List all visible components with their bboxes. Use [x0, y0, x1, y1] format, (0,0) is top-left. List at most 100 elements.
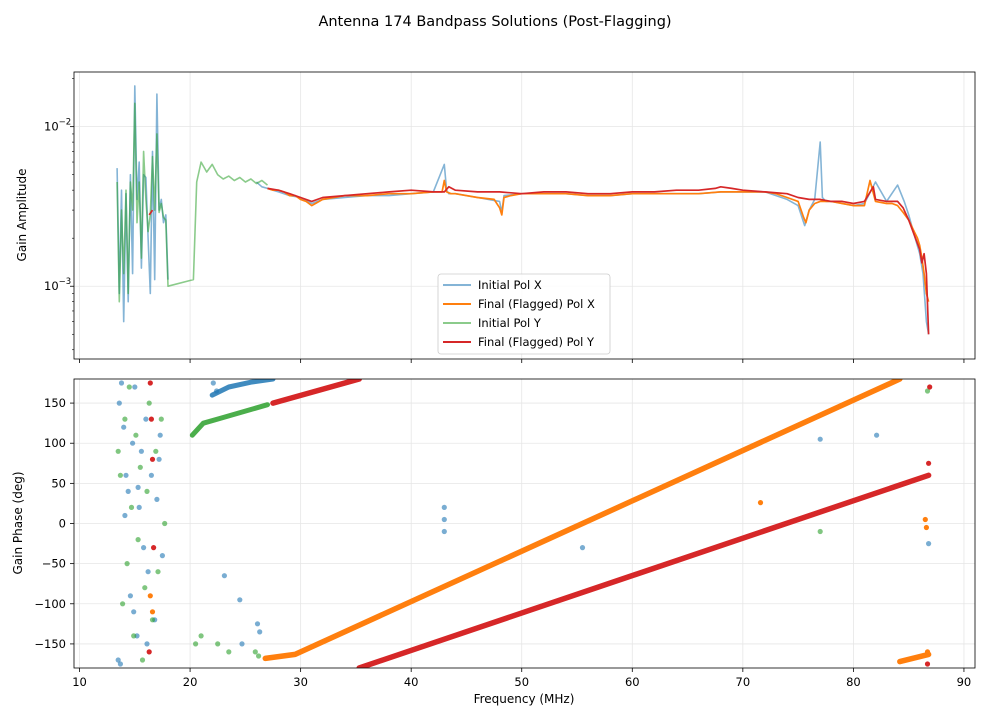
amplitude-line-final-y: [148, 185, 930, 335]
phase-point-initial-x: [141, 545, 147, 551]
phase-point-initial-y: [135, 537, 141, 543]
phase-point-initial-x: [115, 657, 121, 663]
phase-ytick-label: 100: [44, 436, 66, 450]
phase-point-final-y: [151, 545, 157, 551]
phase-point-initial-x: [125, 488, 131, 494]
phase-point-initial-y: [128, 504, 135, 510]
phase-point-initial-x: [144, 641, 150, 647]
phase-ylabel: Gain Phase (deg): [11, 471, 25, 574]
xtick-label-60: 60: [625, 675, 640, 689]
phase-point-initial-y: [117, 472, 123, 478]
phase-ytick-label: −150: [34, 637, 66, 651]
phase-point-final-y: [149, 456, 156, 462]
xtick-label-30: 30: [293, 675, 308, 689]
amplitude-series: [116, 85, 930, 335]
phase-point-final-y: [924, 661, 931, 667]
phase-point-initial-y: [133, 432, 139, 438]
phase-point-initial-x: [237, 597, 243, 603]
legend: Initial Pol X Final (Flagged) Pol X Init…: [437, 273, 611, 355]
phase-point-initial-y: [139, 657, 146, 663]
phase-ramp-initial-y: [189, 402, 270, 438]
phase-point-initial-x: [817, 436, 823, 442]
phase-point-initial-y: [158, 416, 164, 422]
phase-ytick-label: 0: [59, 517, 66, 531]
phase-point-final-x: [757, 500, 764, 506]
phase-point-final-y: [147, 380, 153, 386]
phase-point-initial-y: [153, 448, 159, 454]
phase-point-initial-y: [256, 653, 262, 659]
phase-gridlines: [74, 379, 975, 668]
amplitude-line-initial-y: [116, 102, 269, 303]
phase-point-initial-y: [252, 649, 258, 655]
phase-point-initial-x: [143, 416, 149, 422]
phase-point-initial-x: [117, 661, 123, 667]
xtick-label-10: 10: [72, 675, 87, 689]
phase-point-initial-y: [155, 569, 161, 575]
phase-point-initial-x: [135, 484, 141, 490]
phase-ytick-label: −50: [42, 557, 66, 571]
x-axis-ticks: 10 20 30 40 50 60 70 80 90: [72, 359, 971, 689]
phase-point-initial-x: [441, 504, 447, 510]
phase-point-initial-x: [154, 496, 160, 502]
phase-point-initial-x: [210, 380, 216, 386]
phase-ramp-final-x: [897, 651, 932, 665]
phase-point-initial-y: [198, 633, 204, 639]
amplitude-axes-frame: [73, 71, 976, 360]
phase-point-final-y: [926, 460, 932, 466]
legend-label-initial-pol-y: Initial Pol Y: [478, 316, 542, 330]
phase-ytick-label: −100: [34, 597, 66, 611]
phase-point-final-x: [149, 609, 156, 615]
phase-point-initial-y: [144, 488, 150, 494]
amplitude-ytick-label: 10−2: [44, 118, 71, 134]
phase-point-initial-x: [156, 456, 162, 462]
phase-point-initial-x: [926, 541, 932, 547]
xtick-label-20: 20: [183, 675, 198, 689]
phase-ramp-final-x: [262, 379, 903, 662]
phase-point-initial-x: [221, 573, 227, 579]
amplitude-ticks: 10−3 10−2: [44, 78, 74, 351]
phase-point-initial-x: [214, 388, 220, 394]
phase-point-initial-x: [579, 545, 586, 551]
phase-point-initial-x: [257, 629, 263, 635]
legend-box: [437, 273, 611, 355]
amplitude-panel: 10−3 10−2 Gain Amplitude Initial Pol X Fi…: [15, 71, 976, 360]
phase-point-initial-y: [162, 520, 168, 527]
phase-point-initial-x: [118, 380, 125, 386]
legend-label-final-pol-y: Final (Flagged) Pol Y: [478, 335, 595, 349]
phase-ytick-label: 150: [44, 396, 66, 410]
phase-point-initial-x: [127, 593, 133, 599]
phase-point-final-x: [924, 649, 931, 655]
xtick-label-90: 90: [957, 675, 972, 689]
phase-point-initial-x: [145, 569, 151, 575]
phase-point-initial-x: [239, 641, 245, 647]
phase-point-initial-x: [441, 516, 447, 523]
phase-point-final-x: [923, 524, 930, 531]
phase-point-initial-y: [120, 601, 126, 607]
phase-point-initial-x: [254, 621, 261, 627]
phase-point-initial-y: [137, 464, 143, 470]
xtick-label-80: 80: [846, 675, 861, 689]
xtick-label-70: 70: [736, 675, 751, 689]
phase-ramp-initial-x: [209, 379, 276, 398]
legend-label-initial-pol-x: Initial Pol X: [478, 278, 542, 292]
phase-point-final-x: [922, 516, 928, 523]
phase-series: [115, 379, 933, 668]
phase-point-initial-x: [130, 440, 136, 446]
phase-point-final-y: [927, 384, 933, 390]
xtick-label-40: 40: [404, 675, 419, 689]
phase-point-initial-y: [146, 400, 152, 406]
phase-point-initial-y: [142, 585, 148, 591]
phase-point-initial-x: [131, 609, 137, 615]
phase-point-initial-y: [131, 633, 137, 639]
phase-point-initial-x: [157, 432, 163, 438]
phase-point-final-y: [148, 416, 154, 422]
phase-point-initial-x: [116, 400, 122, 406]
phase-point-initial-x: [121, 424, 127, 430]
phase-point-final-y: [146, 649, 152, 655]
phase-point-initial-x: [138, 448, 144, 454]
phase-point-initial-x: [122, 512, 128, 519]
amplitude-ylabel: Gain Amplitude: [15, 169, 29, 262]
phase-point-initial-x: [123, 472, 129, 478]
phase-ticks: −150 −100 −50 0 50 100 150: [34, 396, 74, 651]
